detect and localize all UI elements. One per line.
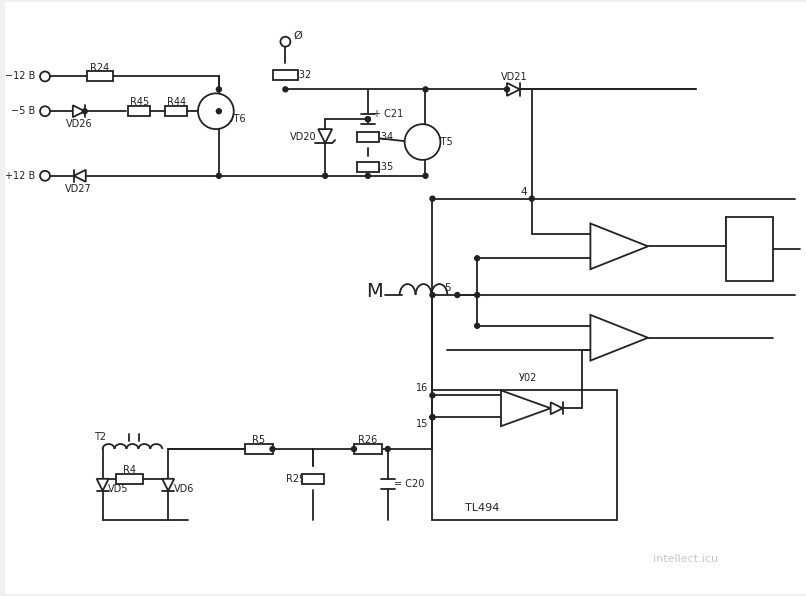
Circle shape [530, 196, 534, 201]
Polygon shape [550, 402, 563, 414]
Circle shape [455, 293, 459, 297]
Bar [245, 444, 272, 454]
Text: +: + [505, 396, 515, 406]
Text: 5: 5 [444, 283, 451, 293]
Bar [272, 70, 298, 80]
Circle shape [430, 393, 435, 398]
Bar [302, 474, 324, 484]
Text: R34: R34 [374, 132, 393, 142]
Text: R4: R4 [123, 465, 136, 475]
Circle shape [216, 87, 222, 92]
Circle shape [283, 87, 288, 92]
Text: R29: R29 [286, 474, 305, 484]
Circle shape [475, 324, 480, 328]
Polygon shape [97, 479, 109, 491]
Text: VD20: VD20 [290, 132, 317, 142]
Text: intellect.icu: intellect.icu [653, 554, 718, 564]
Polygon shape [591, 315, 648, 361]
Text: 4: 4 [521, 187, 527, 197]
Bar [115, 474, 143, 484]
Circle shape [198, 94, 234, 129]
Circle shape [430, 196, 435, 201]
Circle shape [40, 106, 50, 116]
Text: −5 B: −5 B [10, 106, 35, 116]
Text: 1: 1 [744, 240, 754, 258]
Bar [725, 216, 773, 281]
Bar [128, 106, 150, 116]
Circle shape [280, 37, 290, 46]
Text: VD26: VD26 [65, 119, 92, 129]
Circle shape [216, 108, 222, 114]
Circle shape [430, 415, 435, 420]
Polygon shape [318, 129, 332, 143]
Bar [354, 444, 382, 454]
Text: R26: R26 [358, 435, 377, 445]
Text: = C20: = C20 [394, 479, 425, 489]
Circle shape [385, 446, 390, 452]
Text: VT5: VT5 [435, 137, 454, 147]
Text: −: − [505, 409, 515, 422]
Polygon shape [73, 105, 85, 117]
Circle shape [430, 415, 435, 420]
Text: VD27: VD27 [65, 184, 92, 194]
Text: T2: T2 [93, 432, 106, 442]
Circle shape [505, 87, 509, 92]
Text: R44: R44 [167, 97, 185, 107]
Circle shape [82, 108, 87, 114]
Text: VD6: VD6 [174, 484, 194, 493]
Circle shape [423, 173, 428, 178]
Text: Ø: Ø [293, 31, 301, 41]
Polygon shape [162, 479, 174, 491]
Bar [87, 72, 113, 82]
Circle shape [40, 171, 50, 181]
Text: +: + [595, 342, 604, 352]
Bar [433, 390, 617, 520]
Text: −: − [594, 322, 604, 335]
Text: −12 B: −12 B [5, 72, 35, 82]
Circle shape [365, 117, 371, 122]
Text: R24: R24 [90, 63, 110, 73]
Circle shape [365, 117, 371, 122]
Circle shape [475, 293, 480, 297]
Text: +12 B: +12 B [5, 171, 35, 181]
Circle shape [423, 87, 428, 92]
Text: R45: R45 [130, 97, 149, 107]
Text: R35: R35 [374, 162, 393, 172]
Text: VD5: VD5 [108, 484, 129, 493]
Circle shape [430, 293, 435, 297]
Circle shape [40, 72, 50, 82]
Text: +: + [595, 232, 604, 242]
Bar [165, 106, 187, 116]
Circle shape [322, 173, 328, 178]
Circle shape [405, 124, 440, 160]
Polygon shape [501, 390, 550, 426]
Circle shape [475, 256, 480, 260]
Circle shape [365, 173, 371, 178]
Text: У02: У02 [518, 374, 537, 383]
Circle shape [351, 446, 356, 452]
Text: VT6: VT6 [228, 114, 247, 124]
Text: М: М [367, 281, 383, 300]
Text: 15: 15 [417, 419, 429, 429]
Text: −: − [594, 249, 604, 262]
Circle shape [270, 446, 275, 452]
Text: R5: R5 [252, 435, 265, 445]
Circle shape [216, 173, 222, 178]
Text: 16: 16 [417, 383, 429, 393]
Polygon shape [74, 170, 85, 182]
Text: TL494: TL494 [465, 502, 499, 513]
Text: + C21: + C21 [372, 109, 403, 119]
Polygon shape [591, 224, 648, 269]
Bar [357, 132, 379, 142]
Text: R32: R32 [292, 70, 311, 80]
Bar [357, 162, 379, 172]
Polygon shape [507, 83, 520, 96]
Text: VD21: VD21 [501, 73, 527, 82]
